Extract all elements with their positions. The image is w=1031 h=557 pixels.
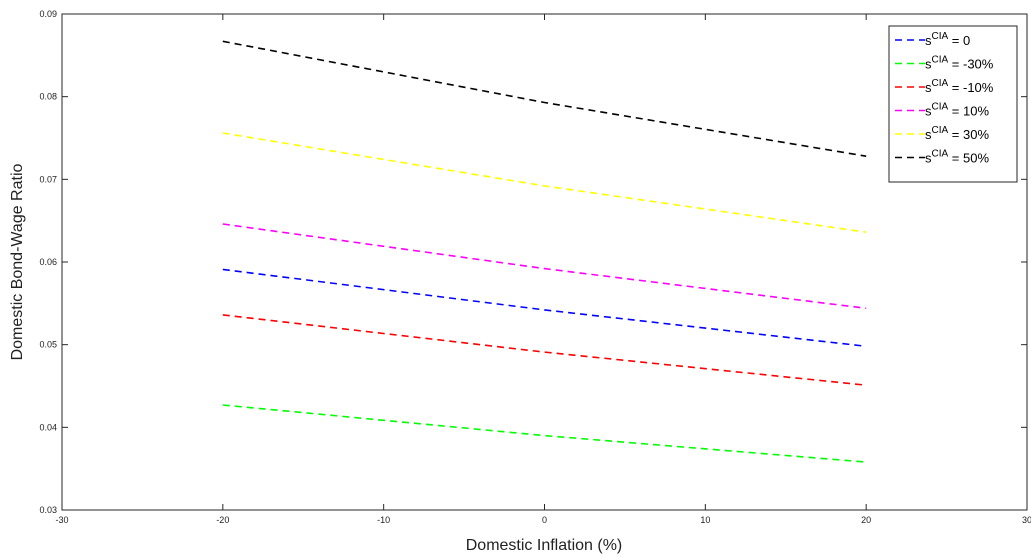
legend-label: sCIA = 10% <box>925 102 989 119</box>
x-tick-label: 0 <box>542 515 547 525</box>
legend-label: sCIA = 0 <box>925 31 970 48</box>
x-tick-label: 20 <box>861 515 871 525</box>
series-line <box>222 223 867 310</box>
y-tick-label: 0.09 <box>39 9 57 19</box>
legend-box <box>888 25 1018 183</box>
x-tick-label: 10 <box>700 515 710 525</box>
axes: -30 -20 -10 0 10 20 30 0.03 0.04 0.05 0.06 0.07 0.08… <box>39 9 1031 525</box>
legend-label: sCIA = 50% <box>925 149 989 166</box>
y-tick-label: 0.08 <box>39 92 57 102</box>
x-tick-label: 30 <box>1022 515 1031 525</box>
y-tick-label: 0.04 <box>39 422 57 432</box>
legend: sCIA = 0 sCIA = -30% sCIA = -10% sCIA = 10%… <box>888 25 1018 183</box>
x-tick-label: -10 <box>377 515 390 525</box>
x-axis-label: Domestic Inflation (%) <box>466 537 623 554</box>
series-line <box>222 132 867 233</box>
plot-area <box>62 14 1027 510</box>
series-layer <box>222 40 867 463</box>
y-axis-label: Domestic Bond-Wage Ratio <box>9 163 26 360</box>
y-tick-label: 0.06 <box>39 257 57 267</box>
x-tick-label: -30 <box>55 515 68 525</box>
y-tick-label: 0.07 <box>39 174 57 184</box>
series-line <box>222 40 867 157</box>
series-line <box>222 268 867 348</box>
y-tick-label: 0.03 <box>39 505 57 515</box>
legend-label: sCIA = -10% <box>925 78 994 95</box>
legend-label: sCIA = 30% <box>925 125 989 142</box>
legend-label: sCIA = -30% <box>925 55 994 72</box>
x-tick-label: -20 <box>216 515 229 525</box>
y-tick-label: 0.05 <box>39 340 57 350</box>
